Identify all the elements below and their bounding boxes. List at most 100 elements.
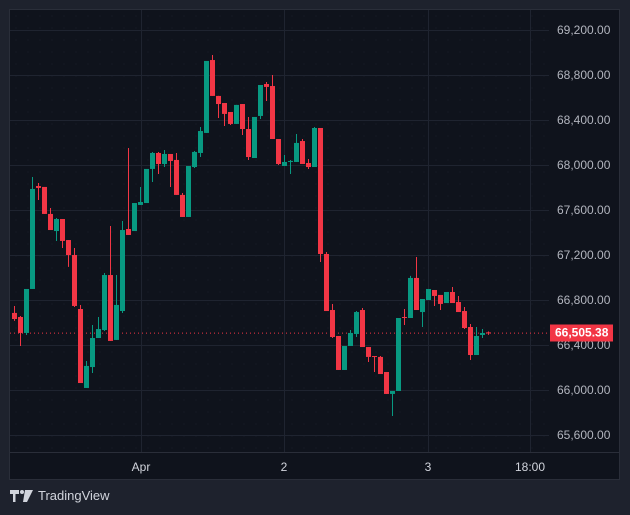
candle [36,183,41,200]
chart-frame: 69,200.00 68,800.00 68,400.00 68,000.00 67,6… [9,9,620,480]
candle [378,356,383,375]
candle [180,193,185,217]
price-tick-label: 66,000.00 [557,383,611,397]
candle [48,207,53,231]
candle [480,329,485,339]
candle [126,148,131,235]
candle [282,154,287,167]
time-axis[interactable]: Apr 2 3 18:00 [10,452,620,481]
candle [174,152,179,195]
candle [150,151,155,182]
candle [144,168,149,204]
candle [432,289,437,306]
candle [54,217,59,241]
candle [414,257,419,311]
candle [204,60,209,133]
candle [108,225,113,341]
candle [222,103,227,126]
footer-branding[interactable]: TradingView [10,488,110,503]
price-tick-label: 69,200.00 [557,23,611,37]
candle [420,298,425,327]
candle [342,346,347,370]
candle [84,360,89,388]
candle [60,219,65,249]
candle [336,336,341,370]
candle [384,372,389,394]
candle [102,273,107,331]
brand-name: TradingView [38,488,110,503]
candle [234,104,239,124]
candle [18,315,23,347]
time-tick-label: Apr [131,460,151,474]
price-tick-label: 66,800.00 [557,293,611,307]
candle [450,286,455,304]
candle [42,186,47,214]
candle [354,311,359,338]
candle [78,304,83,384]
price-tick-label: 68,400.00 [557,113,611,127]
candle [210,54,215,96]
price-tick-label: 67,200.00 [557,248,611,262]
candle [264,81,269,101]
candle [138,186,143,205]
candle [66,240,71,267]
candle [474,327,479,356]
candle [294,133,299,162]
candle [396,318,401,392]
candlestick-series [10,10,549,452]
time-tick-label: 3 [424,460,432,474]
candle [270,75,275,140]
candle [312,126,317,168]
candle [72,248,77,307]
candle [486,331,491,335]
candle [288,159,293,174]
candle [306,159,311,169]
candle [348,330,353,347]
last-price-tag: 66,505.38 [550,324,614,342]
candle [240,104,245,135]
candle [444,292,449,304]
price-axis[interactable]: 69,200.00 68,800.00 68,400.00 68,000.00 67,6… [549,10,620,452]
candle [252,116,257,159]
candle [168,153,173,187]
price-tick-label: 67,600.00 [557,203,611,217]
candle [408,275,413,318]
candle [156,151,161,174]
price-tick-label: 65,600.00 [557,428,611,442]
candle [114,275,119,340]
candle [462,306,467,330]
candle [246,116,251,160]
candle [426,288,431,300]
candle [330,303,335,339]
candle [186,166,191,217]
candle [120,221,125,313]
candle [468,323,473,360]
candle [324,251,329,312]
candle [96,316,101,339]
tradingview-logo-icon [10,489,33,502]
candle [216,95,221,118]
candle [456,295,461,313]
candle [12,305,17,321]
candle [30,177,35,289]
time-tick-label: 18:00 [514,460,546,474]
chart-plot-area[interactable] [10,10,549,452]
candle [90,324,95,374]
candle [390,391,395,416]
candle [360,307,365,348]
candle [228,112,233,125]
price-tick-label: 68,000.00 [557,158,611,172]
candle [318,127,323,262]
candle [300,139,305,164]
candle [24,288,29,335]
candle [366,347,371,362]
price-tick-label: 68,800.00 [557,68,611,82]
candle [192,150,197,169]
candle [198,126,203,158]
time-tick-label: 2 [280,460,288,474]
candle [162,150,167,168]
candle [258,85,263,119]
candle [402,309,407,325]
candle [276,139,281,165]
candle [372,356,377,372]
